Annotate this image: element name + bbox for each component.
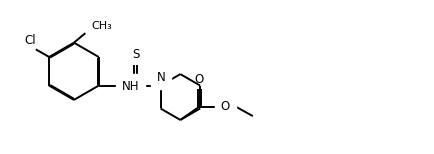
Text: NH: NH (122, 80, 139, 93)
Text: O: O (221, 100, 230, 113)
Text: O: O (195, 73, 204, 86)
Text: S: S (132, 48, 139, 61)
Text: Cl: Cl (24, 34, 36, 47)
Text: N: N (157, 71, 166, 84)
Text: CH₃: CH₃ (91, 21, 112, 31)
